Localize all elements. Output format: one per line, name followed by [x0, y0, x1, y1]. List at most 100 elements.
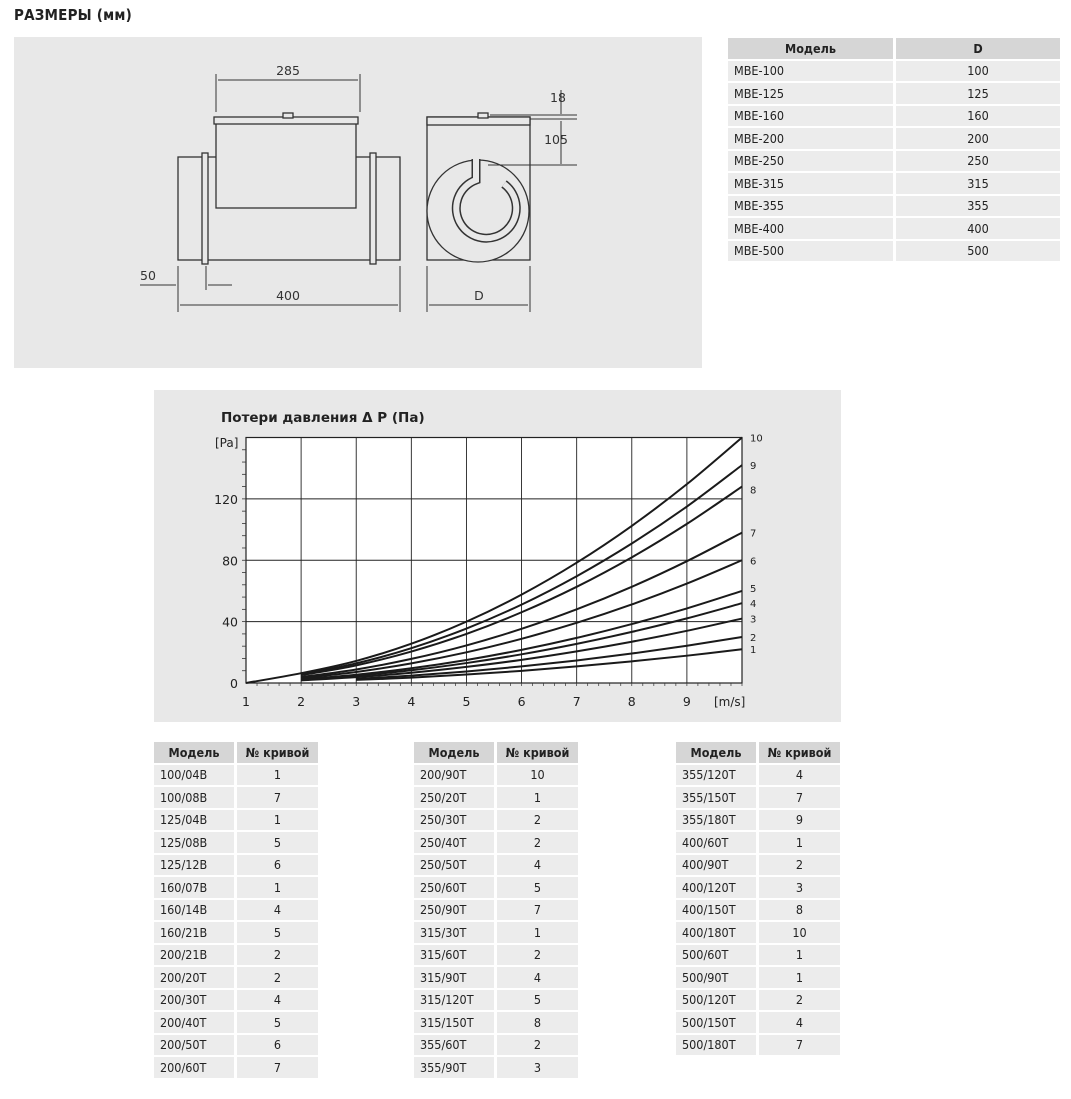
- col-curve: № кривой: [494, 742, 578, 763]
- model-cell: 200/50T: [154, 1034, 234, 1055]
- curve-number-cell: 5: [234, 1012, 318, 1033]
- curve-row: 200/30T 4: [154, 989, 318, 1010]
- model-cell: 400/180T: [676, 922, 756, 943]
- curve-row: 250/50T 4: [414, 854, 578, 875]
- model-cell: MBE-400: [728, 218, 893, 239]
- size-row: MBE-200 200: [728, 128, 1060, 149]
- curve-number-cell: 4: [756, 764, 840, 785]
- size-row: MBE-125 125: [728, 83, 1060, 104]
- model-cell: 200/60T: [154, 1057, 234, 1078]
- curve-row: 200/20T 2: [154, 967, 318, 988]
- curve-row: 200/21B 2: [154, 944, 318, 965]
- dim-105: 105: [544, 132, 568, 147]
- model-cell: 200/40T: [154, 1012, 234, 1033]
- curve-number-cell: 3: [756, 877, 840, 898]
- curve-6: [301, 559, 743, 680]
- model-cell: MBE-100: [728, 60, 893, 81]
- curve-label: 1: [750, 645, 756, 656]
- curve-row: 250/90T 7: [414, 899, 578, 920]
- curve-number-cell: 10: [756, 922, 840, 943]
- curve-number-cell: 1: [494, 922, 578, 943]
- model-cell: 315/120T: [414, 989, 494, 1010]
- curve-row: 250/20T 1: [414, 787, 578, 808]
- curve-row: 400/150T 8: [676, 899, 840, 920]
- curve-row: 355/150T 7: [676, 787, 840, 808]
- model-cell: 315/150T: [414, 1012, 494, 1033]
- model-cell: 355/90T: [414, 1057, 494, 1078]
- model-cell: MBE-500: [728, 240, 893, 261]
- x-tick-label: 5: [462, 694, 470, 709]
- curve-label: 2: [750, 633, 756, 644]
- diameter-cell: 500: [893, 240, 1060, 261]
- curve-number-cell: 2: [494, 944, 578, 965]
- curve-number-cell: 4: [234, 989, 318, 1010]
- curve-row: 125/12B 6: [154, 854, 318, 875]
- col-model: Модель: [676, 742, 756, 763]
- model-cell: 400/90T: [676, 854, 756, 875]
- diameter-cell: 250: [893, 150, 1060, 171]
- curve-row: 355/90T 3: [414, 1057, 578, 1078]
- curve-table: Модель № кривой 355/120T 4 355/150T 7 355/180T…: [676, 740, 840, 1057]
- curve-row: 315/150T 8: [414, 1012, 578, 1033]
- terminal-box: [215, 122, 357, 209]
- curve-number-cell: 1: [234, 764, 318, 785]
- curve-number-cell: 4: [756, 1012, 840, 1033]
- x-tick-label: 2: [297, 694, 305, 709]
- curve-row: 315/60T 2: [414, 944, 578, 965]
- y-tick-label: 80: [222, 553, 238, 568]
- model-cell: 250/20T: [414, 787, 494, 808]
- col-d: D: [893, 38, 1060, 59]
- model-cell: 100/08B: [154, 787, 234, 808]
- curve-label: 6: [750, 556, 756, 567]
- model-cell: 400/150T: [676, 899, 756, 920]
- curve-row: 400/60T 1: [676, 832, 840, 853]
- curve-9: [300, 464, 743, 676]
- size-row: MBE-160 160: [728, 105, 1060, 126]
- curve-number-cell: 5: [234, 922, 318, 943]
- curve-label: 10: [750, 434, 763, 445]
- curve-number-cell: 2: [234, 967, 318, 988]
- curve-row: 500/120T 2: [676, 989, 840, 1010]
- x-tick-label: 1: [242, 694, 250, 709]
- curve-row: 500/90T 1: [676, 967, 840, 988]
- curve-row: 500/150T 4: [676, 1012, 840, 1033]
- curve-3: [301, 617, 743, 682]
- x-axis-label: [m/s]: [714, 695, 745, 709]
- curve-number-cell: 7: [756, 1034, 840, 1055]
- curve-number-cell: 4: [234, 899, 318, 920]
- curve-label: 5: [750, 584, 756, 595]
- curve-row: 400/120T 3: [676, 877, 840, 898]
- curve-table: Модель № кривой 100/04B 1 100/08B 7 125/04B 1 12…: [154, 740, 318, 1080]
- model-cell: 250/30T: [414, 809, 494, 830]
- model-cell: MBE-160: [728, 105, 893, 126]
- curve-row: 355/120T 4: [676, 764, 840, 785]
- model-cell: 355/150T: [676, 787, 756, 808]
- col-model: Модель: [728, 38, 893, 59]
- curve-number-cell: 2: [494, 809, 578, 830]
- curve-row: 200/60T 7: [154, 1057, 318, 1078]
- curve-number-cell: 4: [494, 854, 578, 875]
- section-title: РАЗМЕРЫ (мм): [14, 6, 132, 24]
- diameter-cell: 200: [893, 128, 1060, 149]
- curve-number-cell: 8: [756, 899, 840, 920]
- curve-row: 500/60T 1: [676, 944, 840, 965]
- x-tick-label: 8: [628, 694, 636, 709]
- curve-number-cell: 9: [756, 809, 840, 830]
- curve-row: 160/07B 1: [154, 877, 318, 898]
- curve-row: 100/08B 7: [154, 787, 318, 808]
- curve-label: 9: [750, 461, 756, 472]
- curve-row: 315/90T 4: [414, 967, 578, 988]
- size-row: MBE-355 355: [728, 195, 1060, 216]
- model-cell: 500/180T: [676, 1034, 756, 1055]
- curve-number-cell: 1: [234, 877, 318, 898]
- size-row: MBE-100 100: [728, 60, 1060, 81]
- curve-row: 160/21B 5: [154, 922, 318, 943]
- curve-row: 125/04B 1: [154, 809, 318, 830]
- y-tick-label: 40: [222, 615, 238, 630]
- model-cell: 250/90T: [414, 899, 494, 920]
- model-cell: MBE-355: [728, 195, 893, 216]
- model-cell: 315/60T: [414, 944, 494, 965]
- curve-number-cell: 1: [234, 809, 318, 830]
- model-cell: 160/07B: [154, 877, 234, 898]
- diameter-cell: 315: [893, 173, 1060, 194]
